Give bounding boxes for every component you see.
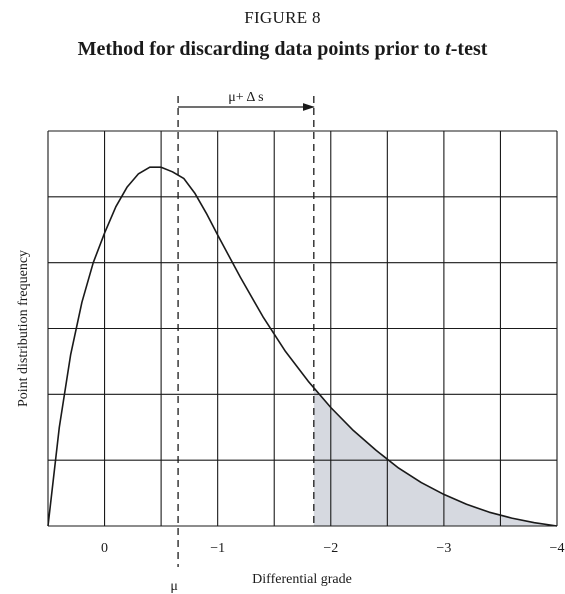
shaded-tail-region — [313, 387, 557, 526]
figure-title: Method for discarding data points prior … — [0, 38, 565, 61]
figure-title-tail: -test — [450, 38, 488, 60]
figure-title-variable: t — [445, 38, 451, 60]
distribution-curve — [47, 166, 558, 527]
x-tick-label: 0 — [101, 541, 108, 556]
x-tick-label: −1 — [210, 541, 225, 556]
x-axis-label: Differential grade — [252, 572, 352, 587]
figure-title-main: Method for discarding data points prior … — [77, 38, 446, 60]
x-tick-label: −4 — [550, 541, 565, 556]
mean-label: μ — [170, 579, 178, 594]
figure-label: FIGURE 8 — [244, 8, 321, 27]
x-tick-label: −2 — [323, 541, 338, 556]
y-axis-label: Point distribution frequency — [16, 250, 31, 407]
arrow-label: μ+ Δ s — [228, 90, 263, 105]
x-tick-label: −3 — [436, 541, 451, 556]
